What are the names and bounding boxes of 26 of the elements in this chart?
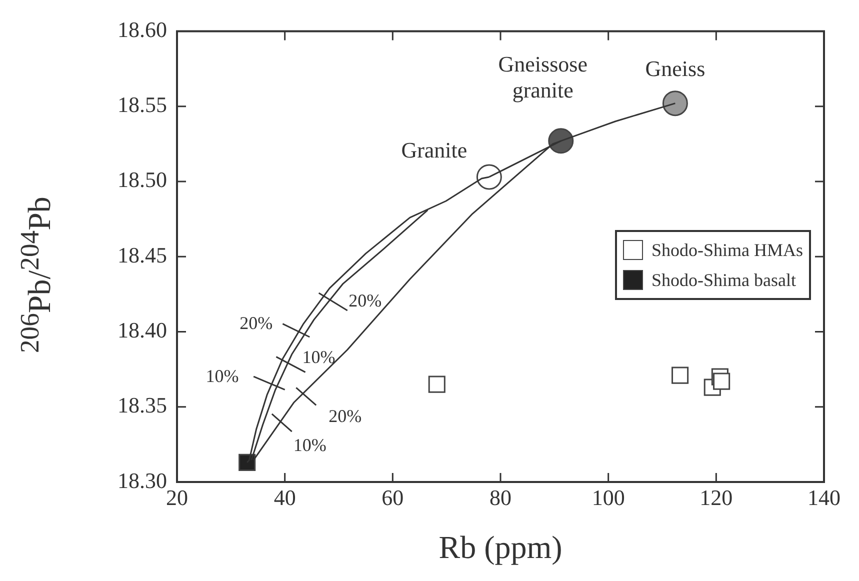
y-tick-label: 18.45 (118, 242, 167, 268)
x-tick-label: 20 (166, 484, 188, 510)
x-tick-label: 100 (592, 484, 625, 510)
y-tick-label: 18.30 (118, 468, 167, 493)
y-tick-label: 18.50 (118, 167, 167, 192)
legend-label: Shodo-Shima basalt (650, 269, 797, 292)
annotation: Gneiss (645, 56, 706, 82)
annotation: 10% (293, 435, 326, 456)
y-tick-label: 18.40 (118, 318, 167, 343)
y-tick-label: 18.55 (118, 92, 167, 118)
y-tick-label: 18.60 (118, 16, 167, 42)
x-tick-label: 120 (700, 484, 733, 510)
y-tick-label: 18.35 (118, 392, 167, 418)
annotation: 10% (206, 366, 239, 386)
annotation: 20% (328, 406, 362, 426)
x-tick-label: 60 (382, 484, 404, 510)
annotation: 10% (302, 347, 336, 368)
annotation: Granite (401, 138, 468, 163)
x-tick-label: 140 (808, 484, 840, 510)
annotation: Gneissose granite (498, 52, 588, 103)
annotation: 20% (348, 290, 382, 310)
x-tick-label: 80 (490, 484, 512, 510)
x-tick-label: 40 (274, 484, 296, 510)
annotation: 20% (240, 313, 273, 334)
x-axis-title: Rb (ppm) (438, 529, 562, 566)
legend-label: Shodo-Shima HMAs (650, 239, 803, 262)
